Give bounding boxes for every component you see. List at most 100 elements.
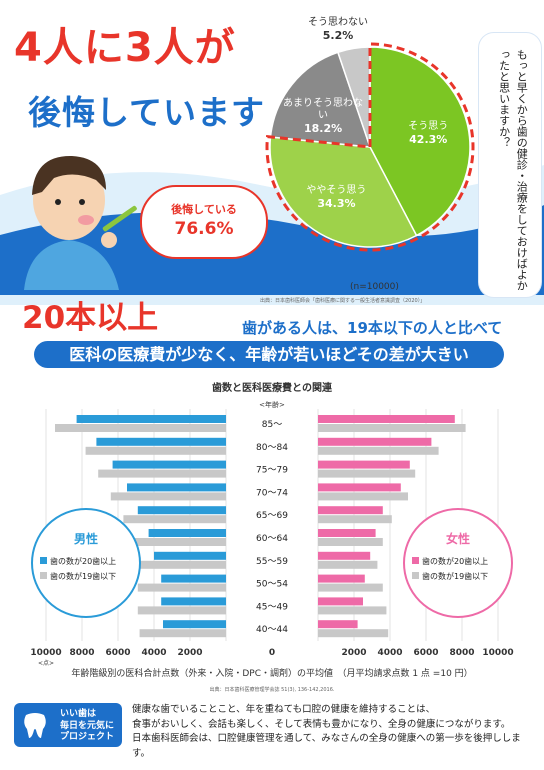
- bar-male-20: [163, 620, 226, 629]
- footer-text-line2: 食事がおいしく、会話も楽しく、そして表情も豊かになり、全身の健康につながります。: [132, 718, 511, 730]
- bar-female-20: [318, 529, 376, 537]
- bar-male-20: [137, 506, 226, 515]
- x-tick-label: 8000: [69, 648, 94, 658]
- footer-text-line1: 健康な歯でいることこと、年を重ねても口腔の健康を維持することは、: [132, 704, 436, 715]
- x-tick-label: 2000: [177, 648, 202, 658]
- x-tick-label: 6000: [413, 648, 438, 658]
- bar-male-19: [139, 560, 226, 569]
- survey-source: 出典：日本歯科医師会「歯科医療に関する一般生活者意識調査（2020）」: [260, 298, 426, 304]
- bar-male-19: [139, 629, 226, 638]
- bar-female-20: [318, 551, 371, 560]
- age-category-label: 70～74: [256, 488, 288, 498]
- pie-slice-2: [269, 51, 372, 148]
- legend-20-label: 歯の数が20歯以上: [422, 556, 488, 566]
- pie-label-value: 5.2%: [322, 29, 354, 42]
- headline-line1: 4人に3人が: [14, 25, 236, 71]
- age-category-label: 85～: [262, 420, 282, 430]
- chart-source: 出典：日本歯科医療管理学会誌 51(3), 136-142,2016.: [209, 687, 335, 693]
- legend-swatch: [412, 557, 419, 564]
- age-category-label: 40～44: [256, 625, 288, 635]
- comparison-subheading: 歯がある人は、19本以下の人と比べて: [242, 319, 503, 337]
- legend-swatch: [412, 572, 419, 579]
- pie-label-3: そう思わない 5.2%: [298, 17, 378, 42]
- legend-20-label: 歯の数が20歯以上: [50, 556, 116, 566]
- regret-dashed-outline: [265, 42, 475, 252]
- bar-male-19: [98, 469, 226, 478]
- age-category-label: 45～49: [256, 602, 288, 612]
- bar-female-20: [318, 620, 358, 629]
- pie-slice-0: [369, 46, 471, 237]
- bar-female-19: [318, 560, 378, 569]
- bar-female-19: [318, 469, 416, 478]
- bar-male-19: [137, 606, 226, 615]
- x-axis-caption: 年齢階級別の医科合計点数（外来・入院・DPC・調剤）の平均値 （月平均請求点数 …: [71, 669, 473, 679]
- pie-label-value: 18.2%: [303, 121, 343, 135]
- bar-female-20: [318, 483, 401, 492]
- pie-label-name: ややそう思う: [306, 184, 367, 196]
- legend-title: 女性: [446, 531, 470, 546]
- x-tick-label: 6000: [105, 648, 130, 658]
- bar-male-20: [161, 597, 226, 606]
- age-category-label: 55～59: [256, 557, 288, 567]
- twenty-teeth-heading: 20本以上: [22, 300, 159, 336]
- bar-female-20: [318, 574, 365, 583]
- bar-female-19: [318, 492, 408, 501]
- bar-female-20: [318, 415, 455, 423]
- bar-male-20: [112, 460, 226, 469]
- blue-band: [0, 205, 544, 295]
- bar-female-19: [318, 583, 383, 592]
- bar-female-19: [318, 538, 383, 546]
- bar-female-19: [318, 629, 389, 638]
- sample-size: (n=10000): [350, 282, 399, 292]
- bar-male-19: [137, 583, 226, 592]
- x-tick-label: 2000: [341, 648, 366, 658]
- pie-slice-1: [269, 136, 418, 248]
- legend-swatch: [40, 572, 47, 579]
- pie-label-1: ややそう思う 34.3%: [296, 185, 376, 210]
- bar-male-19: [123, 515, 226, 524]
- bar-female-19: [318, 515, 392, 524]
- legend-title: 男性: [74, 531, 98, 546]
- legend-swatch: [40, 557, 47, 564]
- pie-label-value: 34.3%: [317, 196, 356, 210]
- pie-label-name: そう思わない: [308, 17, 368, 28]
- bar-male-19: [110, 492, 226, 501]
- age-category-label: 50～54: [256, 580, 288, 590]
- bar-female-19: [318, 424, 466, 432]
- x-tick-label: 10000: [482, 648, 513, 658]
- tooth-icon: [24, 713, 46, 738]
- x-tick-label: 10000: [30, 648, 61, 658]
- x-tick-label: 4000: [141, 648, 166, 658]
- bar-male-19: [134, 538, 226, 546]
- bar-male-20: [154, 551, 226, 560]
- man-toothbrush-illustration: [24, 155, 137, 290]
- logo-line2: 毎日を元気に: [60, 720, 115, 731]
- bar-male-19: [85, 446, 226, 455]
- teeth-cost-butterfly-chart: <年齢> 85～ 80～84 75～79 70～74 65～69 60～64 55～59 50～…: [30, 400, 513, 667]
- legend-19-label: 歯の数が19歯以下: [50, 571, 116, 581]
- logo-line3: プロジェクト: [60, 732, 115, 743]
- bar-male-20: [96, 437, 227, 446]
- logo-line1: いい歯は: [60, 709, 97, 719]
- pie-label-value: 42.3%: [409, 132, 448, 146]
- x-tick-label: 0: [269, 648, 275, 658]
- pie-label-name: あまりそう思わない: [283, 97, 364, 121]
- age-category-label: 75～79: [256, 466, 288, 476]
- pie-label-name: そう思う: [408, 120, 449, 132]
- bar-male-20: [161, 574, 226, 583]
- x-unit: <点>: [38, 659, 54, 667]
- footer-text-line3: 日本歯科医師会は、口腔健康管理を通して、みなさんの全身の健康への第一歩を後押しし…: [132, 733, 521, 760]
- pie-slice-3: [336, 46, 371, 148]
- bar-male-20: [76, 415, 226, 423]
- legend-19-label: 歯の数が19歯以下: [422, 571, 488, 581]
- bar-female-19: [318, 446, 439, 455]
- headline-line2: 後悔しています: [28, 93, 266, 132]
- pie-svg: [265, 42, 475, 252]
- age-header: <年齢>: [259, 400, 285, 409]
- age-category-label: 65～69: [256, 511, 288, 521]
- bar-female-19: [318, 606, 387, 615]
- x-tick-label: 4000: [377, 648, 402, 658]
- regret-badge: 後悔している 76.6%: [140, 185, 268, 259]
